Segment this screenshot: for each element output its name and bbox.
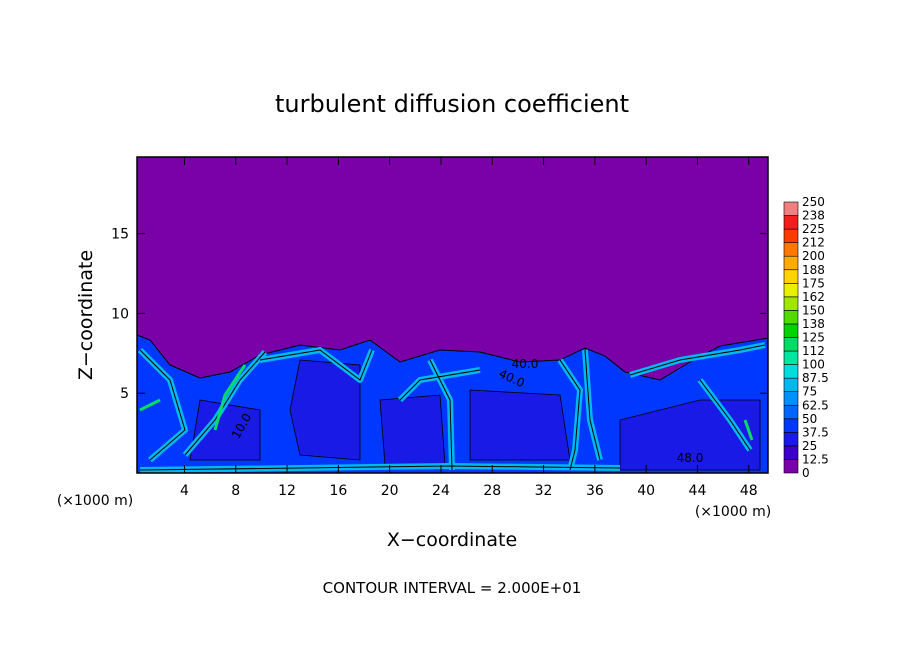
colorbar-label: 125 bbox=[802, 331, 825, 345]
colorbar-label: 50 bbox=[802, 412, 817, 426]
x-axis-label: X−coordinate bbox=[387, 529, 517, 551]
colorbar-swatch bbox=[783, 296, 799, 311]
field-region bbox=[469, 389, 571, 461]
colorbar-label: 138 bbox=[802, 317, 825, 331]
contour-line bbox=[184, 351, 266, 456]
colorbar-swatch bbox=[783, 418, 799, 433]
field-region bbox=[743, 419, 754, 441]
colorbar-swatch bbox=[783, 255, 799, 271]
contour-label: 48.0 bbox=[677, 451, 704, 465]
colorbar-swatch bbox=[783, 445, 799, 460]
x-tick-label: 24 bbox=[432, 483, 450, 499]
field-region bbox=[289, 359, 361, 461]
colorbar-label: 200 bbox=[802, 249, 825, 263]
contour-line bbox=[399, 369, 481, 401]
y-tick-label: 5 bbox=[120, 386, 129, 402]
contour-label: 40.0 bbox=[512, 357, 539, 371]
colorbar-label: 212 bbox=[802, 236, 825, 250]
x-tick-label: 40 bbox=[637, 483, 655, 499]
colorbar-label: 188 bbox=[802, 263, 825, 277]
colorbar-swatch bbox=[783, 282, 799, 298]
colorbar-swatch bbox=[783, 269, 799, 284]
contour-line bbox=[429, 359, 453, 471]
field-region bbox=[139, 398, 161, 412]
colorbar-label: 25 bbox=[802, 439, 817, 453]
colorbar-label: 175 bbox=[802, 276, 825, 290]
contour-line bbox=[559, 359, 581, 471]
contour-line bbox=[139, 465, 621, 471]
footer-note: CONTOUR INTERVAL = 2.000E+01 bbox=[323, 579, 582, 597]
colorbar-label: 12.5 bbox=[802, 452, 829, 466]
colorbar-label: 87.5 bbox=[802, 371, 829, 385]
x-tick-label: 36 bbox=[586, 483, 604, 499]
contour-line bbox=[139, 349, 186, 461]
x-tick-label: 4 bbox=[180, 483, 189, 499]
x-tick-label: 32 bbox=[535, 483, 553, 499]
colorbar-label: 62.5 bbox=[802, 398, 829, 412]
colorbar-label: 37.5 bbox=[802, 425, 829, 439]
field-region bbox=[213, 364, 247, 431]
contour-line bbox=[629, 344, 766, 376]
x-tick-label: 8 bbox=[231, 483, 240, 499]
colorbar-swatch bbox=[783, 323, 799, 338]
colorbar-label: 250 bbox=[802, 195, 825, 209]
y-tick-label: 10 bbox=[111, 306, 129, 322]
colorbar-swatch bbox=[783, 201, 799, 216]
colorbar-label: 162 bbox=[802, 290, 825, 304]
field-region bbox=[189, 399, 261, 461]
contour-line bbox=[259, 349, 373, 381]
x-tick-label: 12 bbox=[278, 483, 296, 499]
colorbar-swatch bbox=[783, 364, 799, 379]
x-tick-label: 20 bbox=[381, 483, 399, 499]
chart-title: turbulent diffusion coefficient bbox=[275, 90, 629, 118]
colorbar-label: 75 bbox=[802, 385, 817, 399]
colorbar-swatch bbox=[783, 391, 799, 406]
x-tick-label: 16 bbox=[329, 483, 347, 499]
plot-frame bbox=[136, 156, 769, 474]
x-tick-label: 28 bbox=[483, 483, 501, 499]
colorbar-swatch bbox=[783, 337, 799, 352]
colorbar-label: 112 bbox=[802, 344, 825, 358]
colorbar-swatch bbox=[783, 404, 799, 420]
colorbar-label: 100 bbox=[802, 358, 825, 372]
colorbar-label: 225 bbox=[802, 222, 825, 236]
colorbar-label: 238 bbox=[802, 209, 825, 223]
y-tick-label: 15 bbox=[111, 227, 129, 243]
colorbar-label: 0 bbox=[802, 466, 810, 480]
colorbar-swatch bbox=[783, 215, 799, 230]
y-unit: (×1000 m) bbox=[695, 504, 771, 520]
colorbar-swatch bbox=[783, 377, 799, 392]
colorbar-swatch bbox=[783, 459, 799, 474]
colorbar-swatch bbox=[783, 350, 799, 365]
y-axis-label: Z−coordinate bbox=[75, 250, 97, 380]
field-region bbox=[379, 394, 446, 466]
x-unit: (×1000 m) bbox=[57, 493, 133, 509]
colorbar-swatch bbox=[783, 242, 799, 257]
contour-line bbox=[584, 349, 601, 461]
colorbar-swatch bbox=[783, 310, 799, 325]
x-tick-label: 48 bbox=[740, 483, 758, 499]
colorbar-swatch bbox=[783, 228, 799, 243]
contour-line bbox=[699, 379, 751, 451]
colorbar-swatch bbox=[783, 432, 799, 447]
x-tick-label: 44 bbox=[689, 483, 707, 499]
colorbar-label: 150 bbox=[802, 303, 825, 317]
